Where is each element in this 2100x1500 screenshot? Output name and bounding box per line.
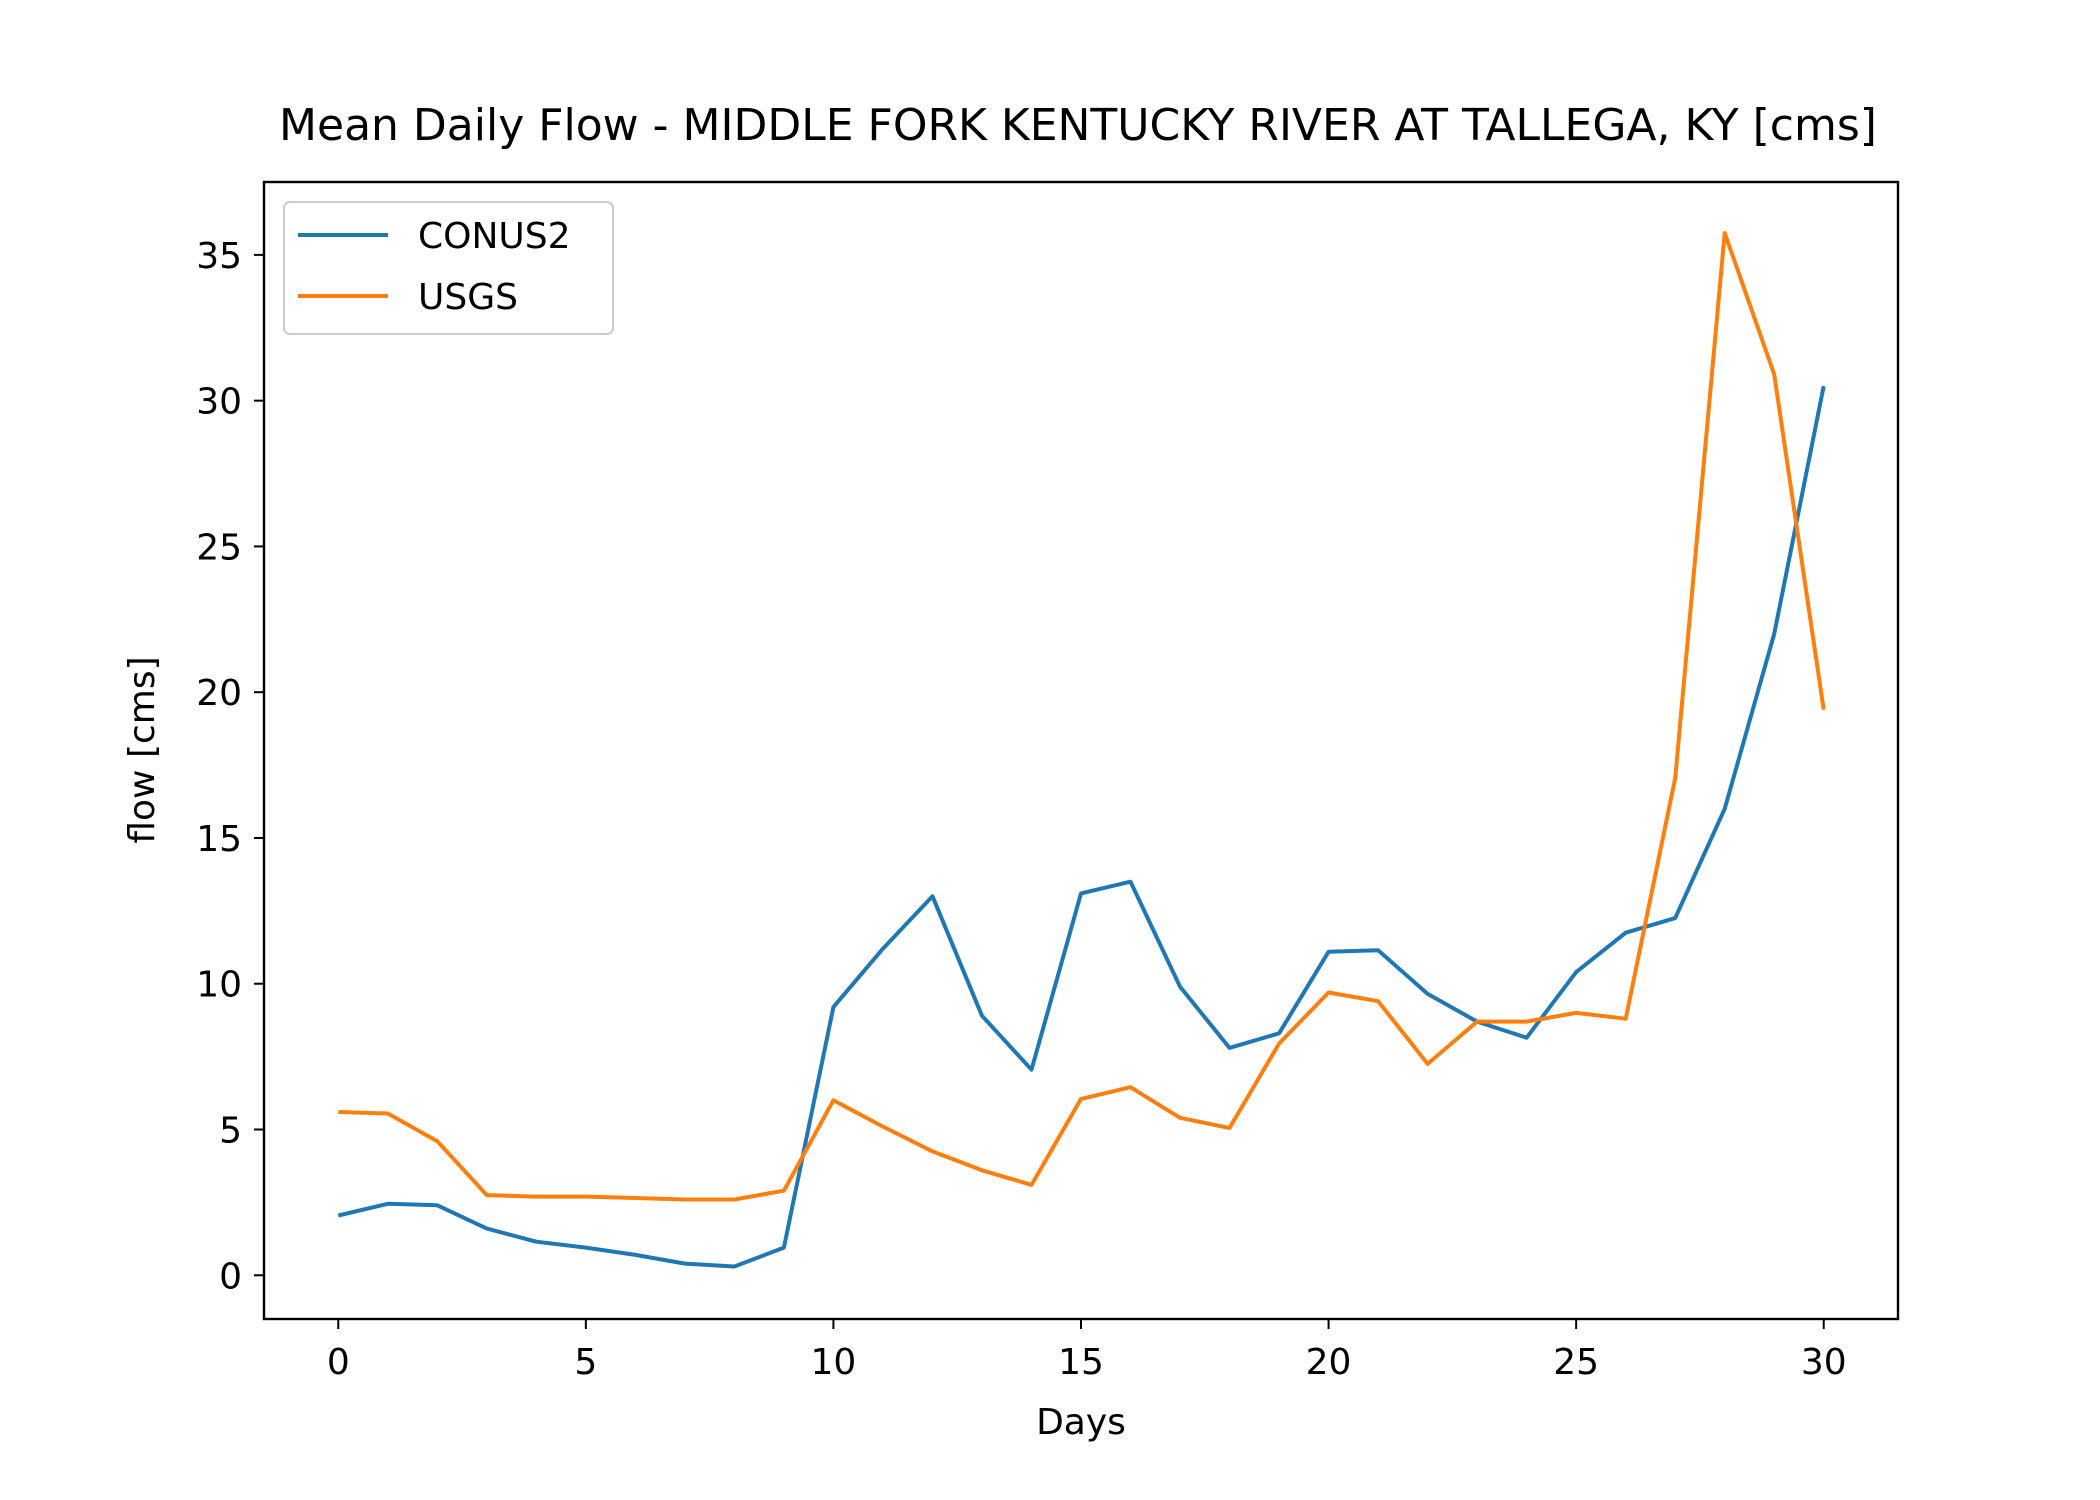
y-axis-ticks: 0 5 10 15 20 25 30 35 xyxy=(196,236,264,1297)
y-tick-label: 35 xyxy=(196,236,242,277)
y-tick-label: 30 xyxy=(196,382,242,423)
y-axis-label: flow [cms] xyxy=(122,656,163,843)
x-tick-label: 20 xyxy=(1306,1342,1352,1383)
legend: CONUS2 USGS xyxy=(283,201,614,335)
y-tick-label: 10 xyxy=(196,965,242,1006)
x-tick-label: 10 xyxy=(811,1342,857,1383)
chart-title: Mean Daily Flow - MIDDLE FORK KENTUCKY R… xyxy=(279,100,1877,151)
legend-label-conus2: CONUS2 xyxy=(418,216,571,257)
x-tick-label: 5 xyxy=(574,1342,597,1383)
x-tick-label: 15 xyxy=(1058,1342,1104,1383)
x-tick-label: 30 xyxy=(1801,1342,1847,1383)
y-tick-label: 20 xyxy=(196,673,242,714)
y-tick-label: 5 xyxy=(219,1111,242,1152)
x-tick-label: 0 xyxy=(327,1342,350,1383)
series-line-usgs xyxy=(338,231,1826,1202)
x-axis-ticks: 0 5 10 15 20 25 30 xyxy=(327,1319,1847,1383)
x-tick-label: 25 xyxy=(1553,1342,1599,1383)
x-axis-label: Days xyxy=(1036,1402,1126,1443)
y-tick-label: 0 xyxy=(219,1256,242,1297)
legend-label-usgs: USGS xyxy=(418,277,518,318)
y-tick-label: 15 xyxy=(196,819,242,860)
y-tick-label: 25 xyxy=(196,527,242,568)
series-line-conus2 xyxy=(337,385,1826,1269)
plot-lines xyxy=(337,231,1826,1269)
